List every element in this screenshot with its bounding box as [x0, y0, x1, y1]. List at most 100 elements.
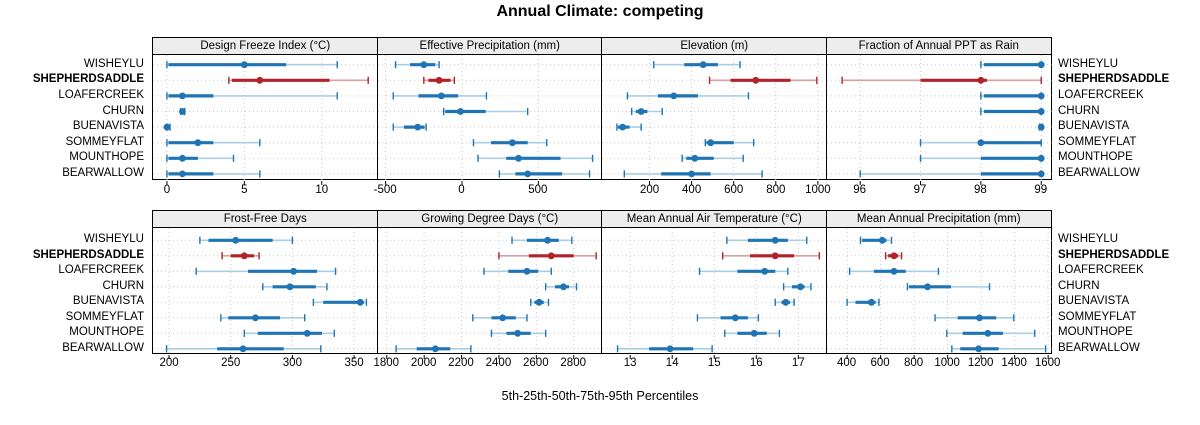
- axis-tick-label: 800: [766, 184, 786, 196]
- axis-tick-label: 17: [791, 357, 805, 369]
- x-axis-label: 5th-25th-50th-75th-95th Percentiles: [501, 389, 699, 403]
- median-dot: [251, 314, 259, 322]
- site-label-left: BUENAVISTA: [72, 295, 144, 308]
- median-dot: [670, 92, 678, 100]
- median-dot: [179, 108, 186, 115]
- axis-tick-label: 99: [1034, 184, 1048, 196]
- site-label-right: LOAFERCREEK: [1058, 88, 1144, 101]
- median-dot: [437, 92, 445, 100]
- panel-plot: [602, 228, 827, 359]
- median-dot: [431, 345, 439, 353]
- site-label-left: CHURN: [102, 279, 144, 292]
- site-label-right: WISHEYLU: [1058, 57, 1119, 70]
- median-dot: [194, 139, 202, 147]
- axis-tick-label: 400: [682, 184, 702, 196]
- panel-strip-title: Mean Annual Precipitation (mm): [826, 211, 1051, 228]
- median-dot: [771, 236, 779, 244]
- median-dot: [303, 329, 311, 337]
- median-dot: [688, 170, 696, 178]
- axis-tick-label: 1400: [1001, 357, 1027, 369]
- median-dot: [771, 252, 779, 260]
- site-label-right: BUENAVISTA: [1058, 295, 1130, 308]
- axis-tick-label: 14: [665, 357, 679, 369]
- axis-tick-label: 600: [870, 357, 890, 369]
- site-label-left: SOMMEYFLAT: [65, 310, 144, 323]
- axis-tick-label: 1600: [1034, 357, 1061, 369]
- panel-canvas: [153, 55, 378, 185]
- site-label-right: SOMMEYFLAT: [1058, 135, 1137, 148]
- median-dot: [867, 298, 875, 306]
- median-dot: [890, 252, 897, 260]
- panel-mean-annual-air-temperature: Mean Annual Air Temperature (°C): [601, 210, 828, 359]
- panel-plot: [826, 228, 1051, 359]
- median-dot: [498, 314, 506, 322]
- axis-tick-label: 500: [528, 184, 548, 196]
- median-dot: [782, 298, 790, 306]
- median-dot: [878, 236, 886, 244]
- panel-strip-title: Frost-Free Days: [153, 211, 378, 228]
- axis-tick-label: 200: [639, 184, 660, 196]
- site-label-right: SHEPHERDSADDLE: [1058, 248, 1170, 261]
- median-dot: [435, 76, 442, 84]
- median-dot: [890, 267, 897, 275]
- panel-growing-degree-days: Growing Degree Days (°C): [376, 210, 603, 359]
- chart-title: Annual Climate: competing: [496, 3, 704, 20]
- axis-tick-label: 5: [241, 184, 248, 196]
- axis-tick-label: 96: [853, 184, 867, 196]
- site-label-left: SHEPHERDSADDLE: [32, 73, 144, 86]
- axis-tick-label: 15: [707, 357, 721, 369]
- median-dot: [508, 139, 516, 147]
- site-label-right: BEARWALLOW: [1058, 341, 1140, 354]
- site-label-left: LOAFERCREEK: [58, 88, 144, 101]
- panel-strip-title: Fraction of Annual PPT as Rain: [826, 38, 1051, 55]
- panel-elevation: Elevation (m): [601, 37, 828, 185]
- panel-strip-title: Mean Annual Air Temperature (°C): [602, 211, 827, 228]
- median-dot: [256, 76, 264, 84]
- median-dot: [543, 236, 551, 244]
- panel-canvas: [602, 228, 827, 359]
- axis-tick-label: 400: [837, 357, 857, 369]
- median-dot: [707, 139, 714, 147]
- panel-strip-title: Growing Degree Days (°C): [377, 211, 602, 228]
- median-dot: [731, 314, 739, 322]
- median-dot: [514, 154, 522, 162]
- panel-canvas: [826, 228, 1051, 359]
- panel-plot: [153, 228, 378, 359]
- site-label-left: SHEPHERDSADDLE: [32, 248, 144, 261]
- site-label-right: BEARWALLOW: [1058, 166, 1140, 179]
- median-dot: [163, 123, 171, 131]
- site-label-right: MOUNTHOPE: [1058, 151, 1133, 164]
- site-label-left: BEARWALLOW: [62, 166, 144, 179]
- panel-canvas: [602, 55, 827, 185]
- axis-tick-label: 1000: [805, 184, 831, 196]
- panel-mean-annual-precipitation: Mean Annual Precipitation (mm): [825, 210, 1052, 359]
- axis-tick-label: 16: [749, 357, 763, 369]
- axis-tick-label: 97: [913, 184, 927, 196]
- median-dot: [797, 283, 804, 291]
- median-dot: [750, 329, 758, 337]
- median-dot: [1037, 154, 1045, 162]
- median-dot: [179, 170, 186, 178]
- site-label-left: WISHEYLU: [83, 233, 144, 246]
- site-label-left: MOUNTHOPE: [69, 326, 144, 339]
- site-label-right: WISHEYLU: [1058, 233, 1119, 246]
- site-label-right: SHEPHERDSADDLE: [1058, 73, 1170, 86]
- site-label-right: LOAFERCREEK: [1058, 264, 1144, 277]
- median-dot: [239, 345, 247, 353]
- axis-tick-label: 600: [724, 184, 744, 196]
- axis-tick-label: 2000: [410, 357, 437, 369]
- axis-tick-label: 10: [315, 184, 329, 196]
- median-dot: [179, 154, 186, 162]
- site-label-left: BUENAVISTA: [72, 120, 144, 133]
- median-dot: [637, 108, 645, 115]
- site-label-left: SOMMEYFLAT: [65, 135, 144, 148]
- panel-canvas: [377, 55, 602, 185]
- axis-tick-label: 2200: [448, 357, 474, 369]
- axis-tick-label: 350: [344, 357, 364, 369]
- site-label-left: BEARWALLOW: [62, 341, 144, 354]
- panel-fraction-ppt-rain: Fraction of Annual PPT as Rain: [825, 37, 1052, 185]
- median-dot: [523, 170, 531, 178]
- median-dot: [923, 283, 931, 291]
- site-label-left: WISHEYLU: [83, 57, 144, 70]
